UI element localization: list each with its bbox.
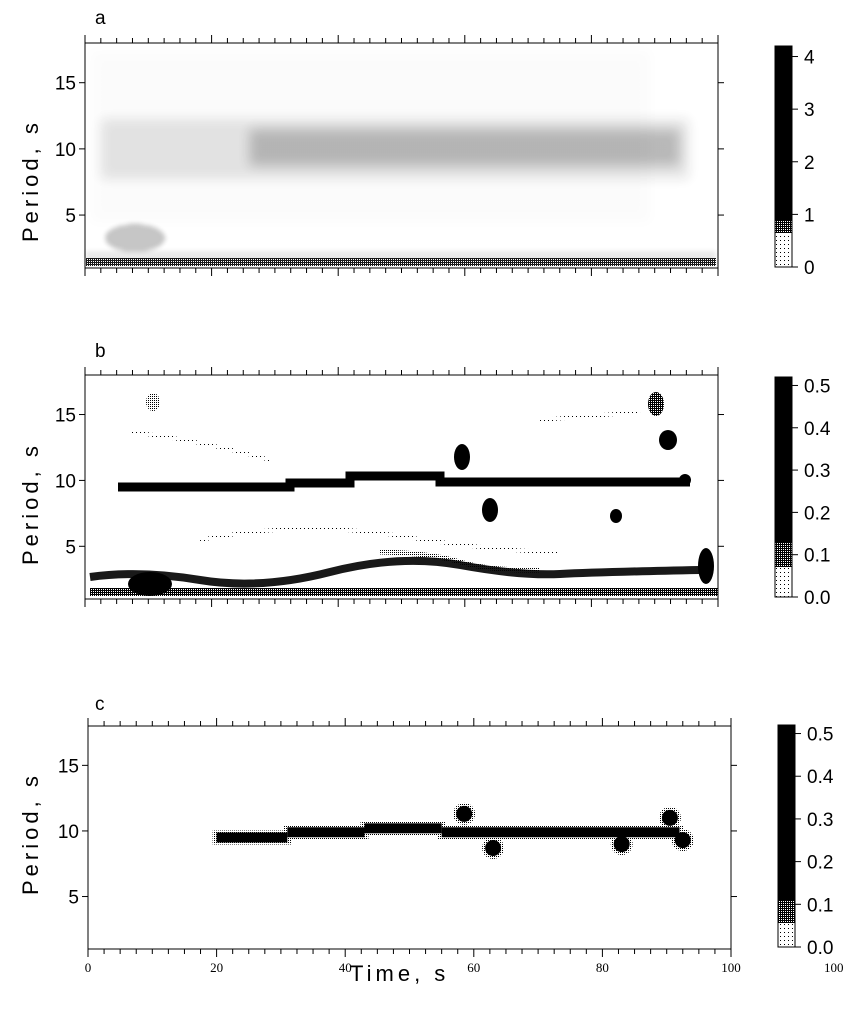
panel-c-ytick-label: 5 xyxy=(68,888,79,909)
panel-a-band-period-10-core xyxy=(250,130,680,166)
panel-c-blob xyxy=(614,836,630,852)
panel-a-heatmap xyxy=(86,52,716,266)
panel-b-blob-6 xyxy=(610,509,622,523)
panel-a-colorbar-dark xyxy=(775,46,792,221)
panel-a-colorbar-tick-label: 2 xyxy=(804,153,815,174)
panel-c-colorbar-tick-label: 0.2 xyxy=(807,853,833,874)
panel-c-ylabel: Period, s xyxy=(18,772,43,895)
panel-b-blob-5 xyxy=(648,392,664,416)
panel-c-ytick-label: 10 xyxy=(58,822,79,843)
panel-c-colorbar-dark xyxy=(778,725,795,901)
panel-a-colorbar-light xyxy=(775,233,792,267)
panel-b-colorbar-tick-label: 0.0 xyxy=(804,588,830,609)
panel-c-ridge xyxy=(442,827,680,837)
panel-a-blob-low xyxy=(105,224,165,252)
panel-c-colorbar-tick-label: 0.4 xyxy=(807,767,834,788)
panel-c-colorbar-tick-label: 0.3 xyxy=(807,810,833,831)
panel-b-faint-3 xyxy=(540,412,640,420)
panel-b-colorbar-mid xyxy=(775,543,792,567)
panel-c-blob xyxy=(485,840,501,856)
panel-a-ytick-label: 10 xyxy=(55,140,76,161)
panel-b-colorbar-tick-label: 0.4 xyxy=(804,419,831,440)
panel-b-ytick-label: 10 xyxy=(55,471,76,492)
panel-c-xtick-label: 20 xyxy=(210,960,223,975)
panel-b-ylabel: Period, s xyxy=(18,442,43,565)
panel-a-band-period-1-core xyxy=(86,258,716,266)
panel-b-colorbar-tick-label: 0.3 xyxy=(804,461,830,482)
panel-b-label: b xyxy=(95,341,106,362)
panel-c-blob xyxy=(662,810,678,826)
panel-b-ridge-end xyxy=(679,474,691,486)
panel-a-colorbar-tick-label: 1 xyxy=(804,205,815,226)
panel-a-colorbar-tick-label: 4 xyxy=(804,48,815,69)
panel-b-blob-4 xyxy=(146,393,160,411)
panel-c-colorbar-tick-label: 0.5 xyxy=(807,725,833,746)
panel-c-xlabel: Time, s xyxy=(350,961,449,986)
panel-b-colorbar-light xyxy=(775,567,792,597)
panel-c-ridge xyxy=(364,823,441,833)
panel-c-colorbar-extra: 100 xyxy=(824,960,844,975)
panel-b-faint-1 xyxy=(200,529,560,552)
panel-c-xtick-label: 60 xyxy=(467,960,480,975)
panel-b-colorbar-dark xyxy=(775,377,792,543)
panel-b-ridge-period-10 xyxy=(118,476,690,487)
panel-b-faint-2 xyxy=(130,432,270,460)
panel-a-colorbar-mid xyxy=(775,221,792,233)
panel-c-blob xyxy=(675,832,691,848)
panel-c-blob xyxy=(456,806,472,822)
panel-c-colorbar-light xyxy=(778,923,795,947)
panel-c-heatmap xyxy=(213,803,694,859)
panel-c-xtick-label: 80 xyxy=(596,960,609,975)
panel-c-colorbar-mid xyxy=(778,901,795,923)
panel-a-colorbar-tick-label: 0 xyxy=(804,258,815,279)
panel-c-ridge xyxy=(287,827,364,837)
panel-a-colorbar-tick-label: 3 xyxy=(804,100,815,121)
panel-a: a Period, s 5 10 15 0 1 2 3 4 xyxy=(18,8,815,279)
panel-c-ridge xyxy=(217,833,288,843)
panel-b-colorbar-tick-label: 0.5 xyxy=(804,376,830,397)
panel-b-colorbar-tick-label: 0.1 xyxy=(804,546,830,567)
panel-c-xtick-label: 100 xyxy=(721,960,741,975)
panel-b-blob-2 xyxy=(482,498,498,522)
panel-c-colorbar-tick-label: 0.0 xyxy=(807,938,833,959)
panel-c-colorbar-tick-label: 0.1 xyxy=(807,895,833,916)
panel-b: b Period, s 5 10 15 0.0 0.1 0.2 0.3 0.4 xyxy=(18,341,831,609)
panel-b-colorbar-tick-label: 0.2 xyxy=(804,503,830,524)
panel-b-ytick-label: 5 xyxy=(65,537,76,558)
panel-b-lowband-1 xyxy=(90,561,700,584)
panel-a-ylabel: Period, s xyxy=(18,119,43,242)
panel-b-blob-1 xyxy=(454,444,470,470)
panel-b-blob-3 xyxy=(659,430,677,450)
panel-c-xtick-label: 0 xyxy=(85,960,92,975)
panel-c-ytick-label: 15 xyxy=(58,756,79,777)
panel-b-ytick-label: 15 xyxy=(55,406,76,427)
panel-a-label: a xyxy=(95,8,106,29)
panel-a-ytick-label: 5 xyxy=(65,206,76,227)
panel-b-blob-8 xyxy=(698,548,714,584)
panel-a-ytick-label: 15 xyxy=(55,74,76,95)
panel-c-label: c xyxy=(95,694,105,715)
panel-b-heatmap xyxy=(90,392,718,596)
panel-b-blob-7 xyxy=(128,572,172,596)
